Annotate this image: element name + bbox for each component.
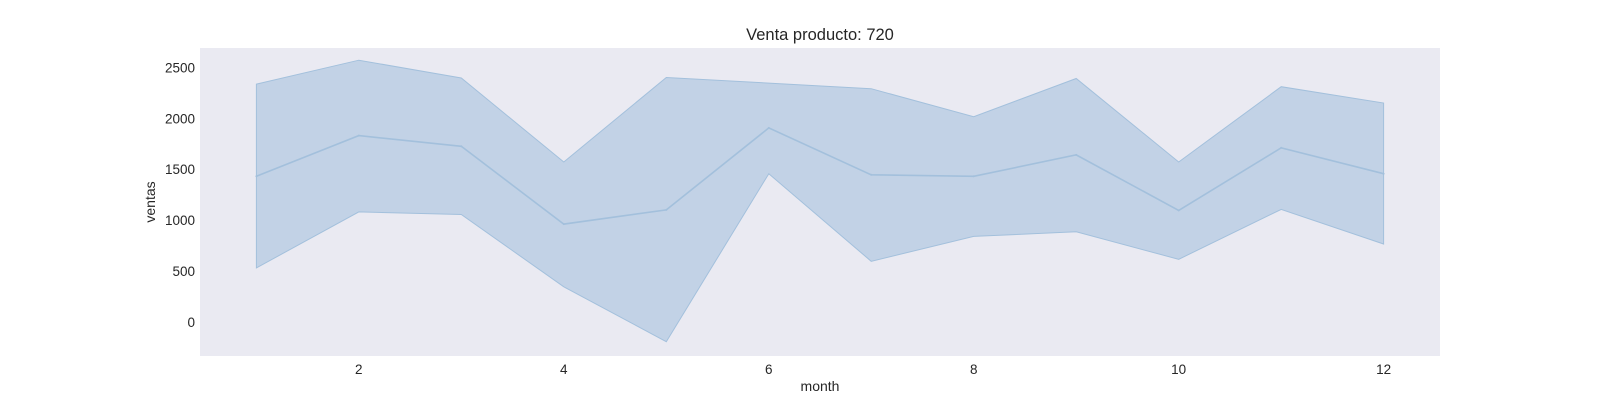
x-axis-label: month bbox=[801, 378, 840, 394]
data-point bbox=[562, 223, 565, 226]
x-tick-label: 10 bbox=[1171, 362, 1186, 377]
x-tick-label: 6 bbox=[765, 362, 773, 377]
data-point bbox=[357, 134, 360, 137]
series-lines bbox=[255, 126, 1385, 226]
chart-title: Venta producto: 720 bbox=[746, 26, 894, 44]
x-tick-label: 2 bbox=[355, 362, 363, 377]
confidence-band bbox=[255, 59, 1385, 343]
x-axis-ticks: 2 4 6 8 10 12 bbox=[355, 362, 1391, 377]
data-point bbox=[255, 175, 258, 178]
y-axis-ticks: 0 500 1000 1500 2000 2500 bbox=[165, 60, 195, 330]
data-point bbox=[1177, 209, 1180, 212]
data-point bbox=[1075, 153, 1078, 156]
y-tick-label: 2000 bbox=[165, 111, 195, 126]
y-tick-label: 1500 bbox=[165, 162, 195, 177]
y-tick-label: 500 bbox=[172, 264, 195, 279]
data-point bbox=[665, 208, 668, 211]
x-tick-label: 8 bbox=[970, 362, 978, 377]
data-point bbox=[870, 173, 873, 176]
series-line bbox=[256, 126, 1384, 225]
x-tick-label: 4 bbox=[560, 362, 568, 377]
y-tick-label: 1000 bbox=[165, 213, 195, 228]
data-point bbox=[460, 145, 463, 148]
data-point bbox=[767, 126, 770, 129]
data-point bbox=[1280, 146, 1283, 149]
y-tick-label: 2500 bbox=[165, 60, 195, 75]
y-tick-label: 0 bbox=[187, 315, 195, 330]
data-point bbox=[972, 175, 975, 178]
data-point bbox=[1382, 172, 1385, 175]
x-tick-label: 12 bbox=[1376, 362, 1391, 377]
confidence-bands bbox=[255, 59, 1385, 343]
y-axis-label: ventas bbox=[142, 181, 158, 222]
